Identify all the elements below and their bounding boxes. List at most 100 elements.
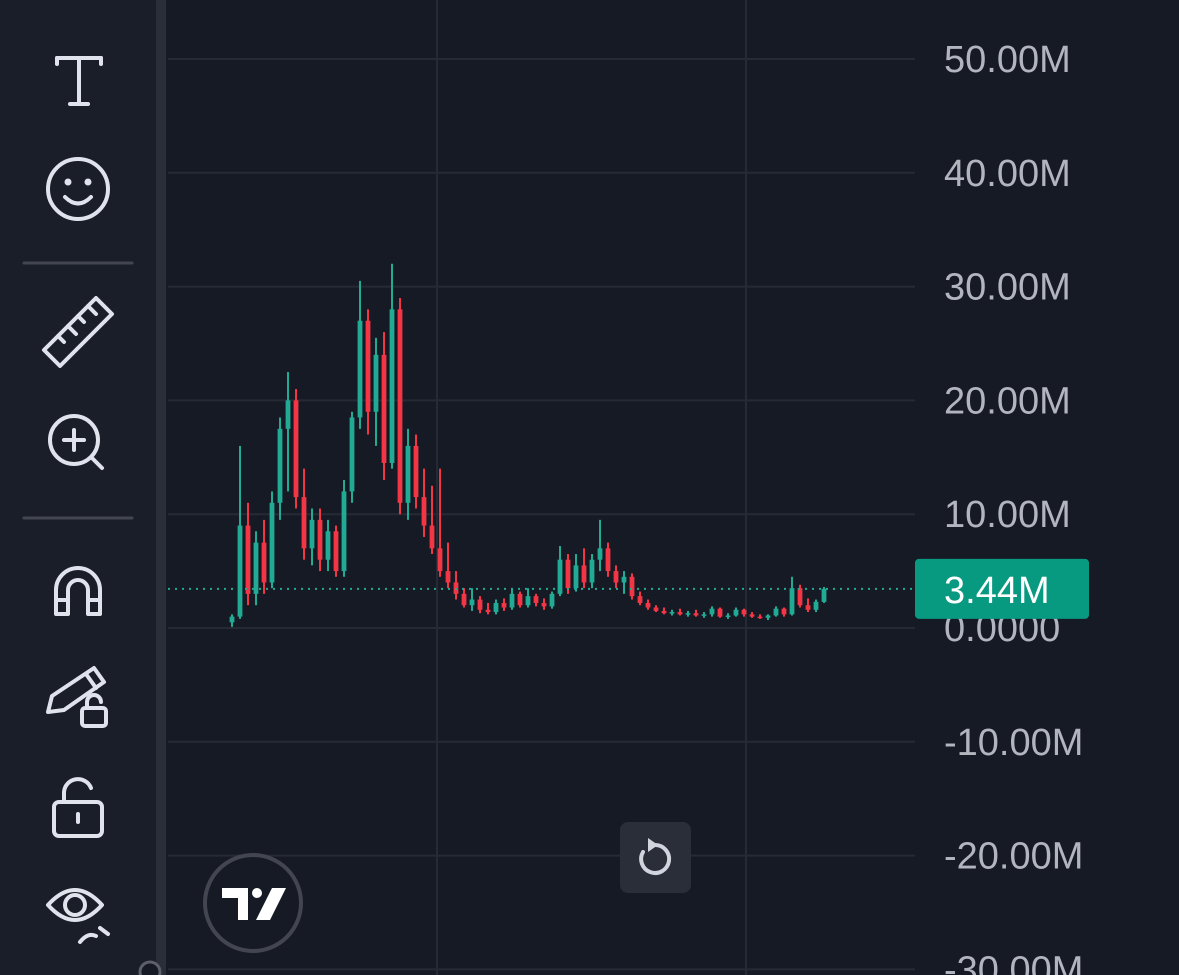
candle-body [557,559,563,594]
grid [436,0,747,975]
y-tick-label: -10.00M [944,722,1083,764]
candle-body [693,613,699,616]
candle-body [445,571,451,583]
candle-body [365,320,371,412]
candle-body [741,609,747,615]
y-tick-label: -20.00M [944,836,1083,878]
plot [168,57,915,971]
candle-body [549,593,555,607]
y-tick-label: 40.00M [944,153,1071,195]
candle-body [261,542,267,583]
candle-body [661,610,667,614]
candle-body [325,531,331,560]
candle-body [493,602,499,613]
candle-body [805,605,811,610]
ruler-tool[interactable] [42,296,114,368]
candle-body [469,599,475,606]
candle-body [581,565,587,583]
last-price-label: 3.44M [944,570,1050,612]
candle-body [797,588,803,606]
candle-body [765,615,771,618]
candle-body [565,559,571,589]
y-tick-label: 10.00M [944,494,1071,536]
candle-body [773,608,779,616]
candle-body [253,542,259,594]
candle-body [781,608,787,615]
candle-body [733,609,739,616]
lock-drawings-tool[interactable] [46,666,108,728]
candle-body [301,497,307,549]
last-price-box [915,558,1089,619]
candle-body [709,608,715,615]
lock-tool[interactable] [52,777,104,838]
candle-body [405,445,411,503]
candle-body [389,309,395,463]
candle-body [789,588,795,615]
candle-body [573,565,579,589]
candle-body [237,525,243,617]
reset-button[interactable] [620,822,691,893]
candle-body [813,601,819,610]
magnet-tool[interactable] [54,566,102,616]
candle-body [637,596,643,603]
toolbar-bg [0,0,156,975]
candle-body [341,491,347,572]
y-tick-label: 20.00M [944,380,1071,422]
candle-body [653,607,659,611]
candle-body [349,417,355,492]
y-tick-label: 30.00M [944,267,1071,309]
candle-body [725,615,731,617]
y-tick-label: -30.00M [944,949,1083,975]
zoom-tool[interactable] [48,414,104,470]
candle-body [429,525,435,549]
candle-body [685,613,691,615]
candle-body [293,400,299,498]
candle-body [533,596,539,603]
emoji-tool[interactable] [46,157,110,221]
candle-body [277,428,283,503]
candle-body [485,609,491,613]
scroll-handle[interactable] [138,960,162,975]
toolbar [0,0,166,975]
candle-body [749,614,755,617]
candle-body [589,559,595,583]
candle-body [629,576,635,597]
price-axis: 50.00M40.00M30.00M20.00M10.00M0.0000-10.… [915,39,1089,975]
candle-body [597,548,603,560]
candle-body [501,602,507,608]
candle-body [701,614,707,616]
candle-body [621,576,627,583]
hide-tool[interactable] [46,888,110,944]
candle-body [333,531,339,572]
candle-body [669,612,675,614]
candle-body [245,525,251,594]
candle-body [317,519,323,560]
candle-body [437,548,443,572]
candle-body [381,354,387,463]
candle-body [477,599,483,610]
candle-body [717,608,723,617]
candle-body [517,593,523,606]
candle-body [421,497,427,526]
candle-body [373,354,379,412]
candle-body [309,519,315,549]
toolbar-border [156,0,166,975]
candle-body [677,612,683,615]
candle-body [397,309,403,503]
candle-body [821,588,827,602]
candle-body [613,571,619,583]
candle-body [285,400,291,429]
candle-body [269,502,275,583]
text-tool[interactable] [55,56,103,106]
candle-body [413,445,419,498]
candle-body [645,602,651,608]
candle-body [757,616,763,619]
candle-body [605,548,611,572]
candle-body [509,593,515,608]
logo[interactable] [203,853,303,953]
y-tick-label: 50.00M [944,39,1071,81]
candle-body [357,320,363,418]
candle-body [229,616,235,623]
